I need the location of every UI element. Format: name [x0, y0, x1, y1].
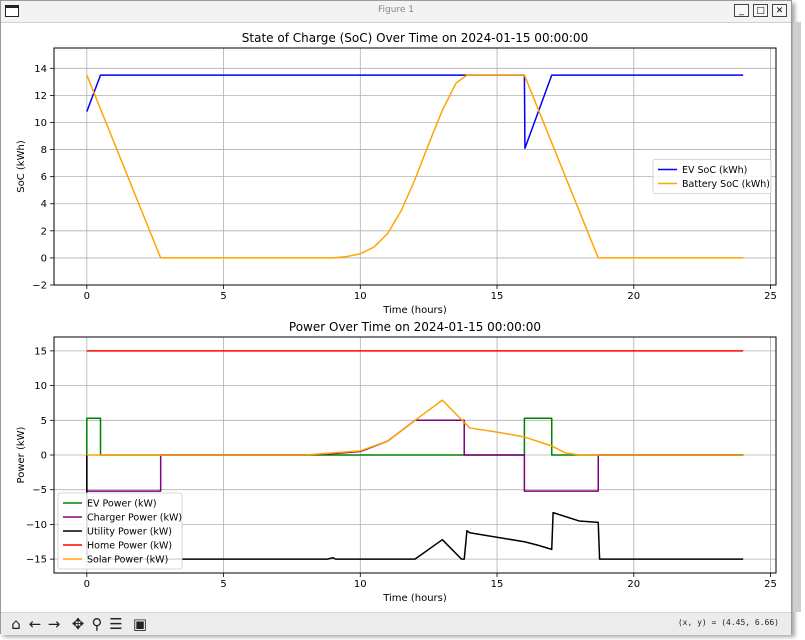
y-tick-label: 2: [41, 226, 47, 237]
x-tick-label: 10: [354, 579, 367, 590]
chart-title: State of Charge (SoC) Over Time on 2024-…: [242, 31, 588, 45]
home-icon[interactable]: ⌂: [11, 615, 21, 633]
maximize-icon[interactable]: □: [753, 4, 768, 17]
legend-box: [652, 159, 772, 194]
y-tick-label: 4: [41, 199, 47, 210]
plot-frame: [53, 47, 777, 286]
x-tick-label: 5: [220, 291, 226, 302]
y-tick-label: 0: [41, 451, 47, 462]
app-window-icon: [5, 5, 19, 17]
cursor-coordinates: (x, y) = (4.45, 6.66): [677, 618, 779, 627]
y-tick-label: 12: [34, 91, 47, 102]
x-tick-label: 0: [84, 579, 90, 590]
y-axis-label: Power (kW): [16, 426, 27, 483]
figure-window: Figure 1 _ □ ✕ 0 5 10 15 20 25 −2 0 2 4 6 8 10 12 14 St…: [0, 0, 792, 635]
x-tick-label: 25: [764, 291, 777, 302]
legend-entry: Home Power (kW): [87, 541, 172, 552]
legend-entry: Solar Power (kW): [87, 555, 168, 566]
x-tick-label: 0: [84, 291, 90, 302]
x-axis-label: Time (hours): [382, 593, 447, 604]
y-tick-label: −5: [32, 485, 47, 496]
y-tick-label: −2: [32, 281, 47, 292]
legend-entry: Battery SoC (kWh): [682, 179, 770, 190]
y-tick-label: 6: [41, 172, 47, 183]
legend-entry: EV SoC (kWh): [682, 165, 747, 176]
zoom-icon[interactable]: ⚲: [91, 615, 103, 633]
close-icon[interactable]: ✕: [772, 4, 787, 17]
save-icon[interactable]: ▣: [132, 615, 148, 633]
y-tick-label: 15: [34, 346, 47, 357]
y-tick-label: 0: [41, 253, 47, 264]
y-tick-label: −10: [26, 520, 47, 531]
y-tick-label: 10: [34, 118, 47, 129]
series-line-solar-power-kw: [86, 399, 744, 456]
back-arrow-icon[interactable]: ←: [28, 615, 42, 633]
x-tick-label: 20: [627, 291, 640, 302]
x-tick-label: 15: [491, 291, 504, 302]
y-tick-label: −15: [26, 555, 47, 566]
figure-canvas: 0 5 10 15 20 25 −2 0 2 4 6 8 10 12 14 State of Charge (…: [16, 31, 777, 604]
series-line-utility-power-kw: [86, 455, 744, 560]
x-tick-label: 15: [491, 579, 504, 590]
forward-arrow-icon[interactable]: →: [47, 615, 61, 633]
minimize-icon[interactable]: _: [734, 4, 749, 17]
x-tick-label: 20: [627, 579, 640, 590]
window-title: Figure 1: [377, 5, 415, 15]
x-tick-label: 10: [354, 291, 367, 302]
chart-1: 0 5 10 15 20 25 −2 0 2 4 6 8 10 12 14 State of Charge (…: [16, 31, 777, 316]
legend: EV Power (kW) Charger Power (kW) Utility P…: [57, 492, 183, 570]
legend-entry: EV Power (kW): [87, 499, 157, 510]
legend-entry: Utility Power (kW): [87, 527, 172, 538]
x-tick-label: 5: [220, 579, 226, 590]
title-bar: Figure 1 _ □ ✕: [1, 1, 791, 23]
series-line-ev-power-kw: [86, 417, 744, 456]
pan-icon[interactable]: ✥: [71, 615, 85, 633]
configure-subplots-icon[interactable]: ☰: [109, 615, 123, 633]
y-axis-label: SoC (kWh): [16, 140, 27, 193]
series-line-ev-soc-kwh: [86, 74, 744, 149]
x-axis-label: Time (hours): [382, 305, 447, 316]
x-tick-label: 25: [764, 579, 777, 590]
legend-entry: Charger Power (kW): [87, 513, 182, 524]
legend: EV SoC (kWh) Battery SoC (kWh): [652, 159, 772, 194]
chart-2: 0 5 10 15 20 25 −15 −10 −5 0 5 10 15 Power Over Time …: [16, 320, 777, 604]
navigation-toolbar: (x, y) = (4.45, 6.66) ⌂ ← → ✥ ⚲ ☰ ▣: [1, 612, 791, 635]
y-tick-label: 14: [34, 64, 47, 75]
y-tick-label: 10: [34, 381, 47, 392]
window-scrollbar[interactable]: [793, 22, 801, 612]
y-tick-label: 5: [41, 416, 47, 427]
legend-box: [57, 492, 183, 570]
y-tick-label: 8: [41, 145, 47, 156]
chart-title: Power Over Time on 2024-01-15 00:00:00: [289, 320, 541, 334]
series-line-battery-soc-kwh: [86, 74, 744, 259]
